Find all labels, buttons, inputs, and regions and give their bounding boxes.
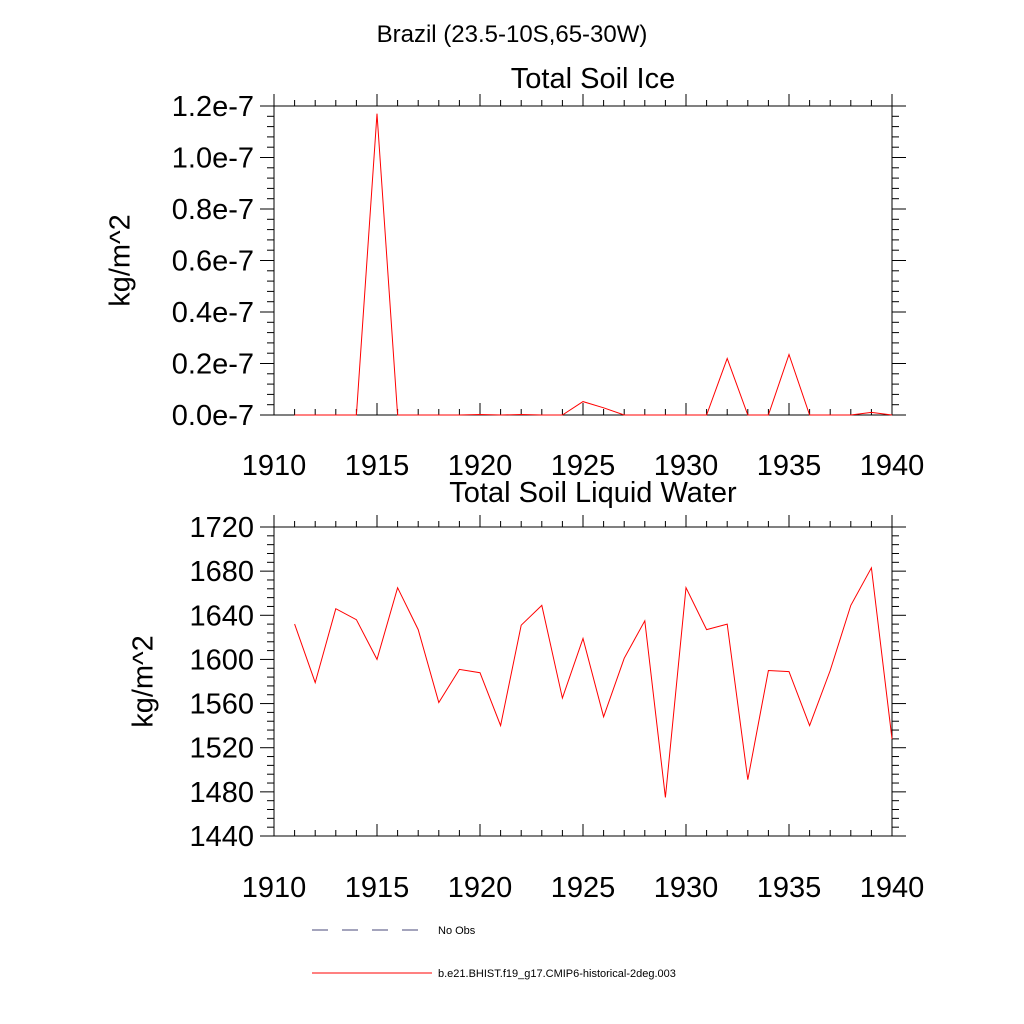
panel-total-soil-liquid-water: Total Soil Liquid Water kg/m^2 1910 1915 1…	[128, 477, 925, 904]
y-tick-label: 1.2e-7	[172, 91, 254, 123]
y-tick-label: 0.4e-7	[172, 297, 254, 329]
x-tick-label: 1925	[551, 872, 616, 904]
x-tick-label: 1925	[551, 450, 616, 482]
y-tick-label: 1600	[189, 644, 254, 676]
x-tick-label: 1930	[654, 450, 719, 482]
y-tick-label: 0.8e-7	[172, 194, 254, 226]
x-tick-label: 1915	[345, 450, 410, 482]
y-tick-label: 1560	[189, 689, 254, 721]
y-tick-label: 1680	[189, 556, 254, 588]
y-axis-label: kg/m^2	[128, 635, 160, 728]
y-tick-label: 1440	[189, 821, 254, 853]
x-tick-label: 1940	[860, 450, 925, 482]
y-tick-label: 1520	[189, 733, 254, 765]
panel-total-soil-ice: Total Soil Ice kg/m^2 1910 1915 1920 1925 19…	[105, 63, 925, 482]
x-tick-label: 1935	[757, 450, 822, 482]
series-line	[294, 566, 893, 798]
panel-title: Total Soil Ice	[511, 63, 675, 95]
x-tick-label: 1920	[448, 450, 513, 482]
legend-label-model-run: b.e21.BHIST.f19_g17.CMIP6-historical-2de…	[438, 968, 676, 980]
x-tick-label: 1940	[860, 872, 925, 904]
y-tick-label: 0.6e-7	[172, 246, 254, 278]
y-tick-label: 1720	[189, 512, 254, 544]
x-tick-label: 1920	[448, 872, 513, 904]
series-line	[294, 113, 893, 416]
y-tick-label: 0.0e-7	[172, 400, 254, 432]
y-tick-label: 1.0e-7	[172, 143, 254, 175]
figure-supertitle: Brazil (23.5-10S,65-30W)	[377, 21, 648, 48]
legend-label-no-obs: No Obs	[438, 925, 476, 937]
y-tick-label: 1480	[189, 777, 254, 809]
legend: No Obs b.e21.BHIST.f19_g17.CMIP6-histori…	[312, 925, 676, 980]
y-axis-label: kg/m^2	[105, 214, 137, 307]
y-tick-label: 1640	[189, 600, 254, 632]
x-tick-label: 1910	[242, 872, 307, 904]
x-tick-label: 1915	[345, 872, 410, 904]
x-tick-label: 1930	[654, 872, 719, 904]
y-tick-label: 0.2e-7	[172, 349, 254, 381]
x-tick-label: 1910	[242, 450, 307, 482]
plot-frame	[273, 526, 893, 837]
x-tick-label: 1935	[757, 872, 822, 904]
panel-title: Total Soil Liquid Water	[449, 477, 737, 509]
